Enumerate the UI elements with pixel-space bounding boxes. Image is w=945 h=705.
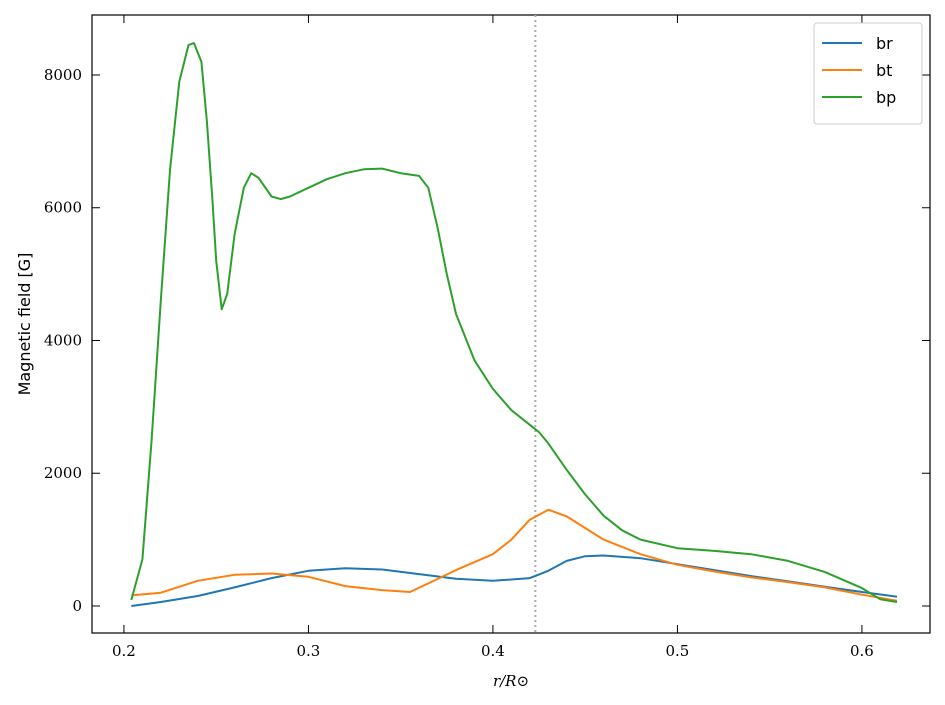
y-tick-label: 6000 [44, 199, 82, 217]
y-axis-label: Magnetic field [G] [15, 253, 34, 396]
plot-frame [91, 14, 931, 634]
x-tick-label: 0.5 [665, 642, 689, 660]
y-tick-label: 2000 [44, 464, 82, 482]
legend-label: bp [876, 88, 896, 107]
x-tick-label: 0.4 [481, 642, 505, 660]
series-line [131, 508, 898, 602]
y-tick-label: 0 [72, 597, 82, 615]
x-tick-label: 0.2 [112, 642, 136, 660]
x-axis-label: r/R⊙ [493, 672, 529, 690]
x-tick-label: 0.6 [850, 642, 874, 660]
x-tick-label: 0.3 [296, 642, 320, 660]
legend-label: bt [876, 61, 892, 80]
legend-box [813, 22, 923, 125]
series-line [131, 554, 898, 607]
series-line [130, 42, 898, 603]
y-tick-label: 4000 [44, 331, 82, 349]
y-tick-label: 8000 [44, 66, 82, 84]
legend-label: br [876, 34, 893, 53]
